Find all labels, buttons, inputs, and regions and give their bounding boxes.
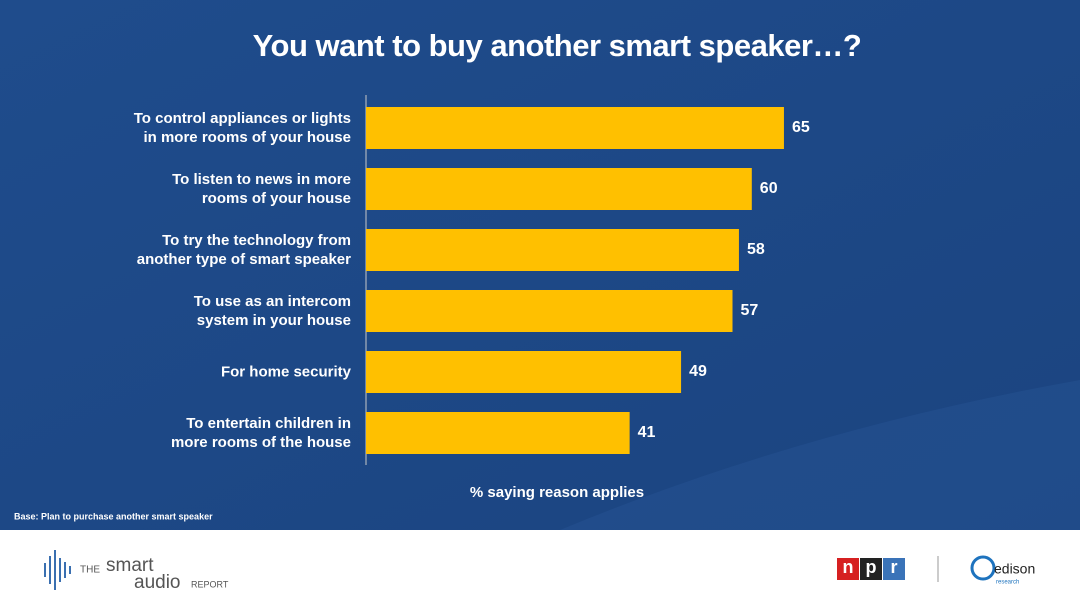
- brand-report: REPORT: [191, 579, 229, 589]
- chart-title: You want to buy another smart speaker…?: [253, 28, 862, 63]
- bar: [366, 107, 784, 149]
- category-label: To listen to news in more rooms of your …: [172, 171, 351, 207]
- npr-letter: p: [866, 557, 877, 577]
- smart-audio-logo: THE smart audio REPORT: [44, 550, 229, 593]
- brand-smart: smart: [106, 555, 154, 576]
- value-label: 49: [689, 363, 707, 380]
- footnote: Base: Plan to purchase another smart spe…: [14, 511, 213, 521]
- brand-audio: audio: [134, 572, 181, 593]
- value-label: 65: [792, 119, 810, 136]
- category-label: For home security: [220, 363, 351, 381]
- bar: [366, 229, 739, 271]
- category-label: To control appliances or lights in more …: [133, 110, 351, 146]
- edison-name: edison: [994, 561, 1035, 577]
- bar: [366, 412, 630, 454]
- category-label: To try the technology from another type …: [136, 232, 351, 268]
- bar: [366, 168, 752, 210]
- npr-letter: r: [890, 557, 897, 577]
- value-label: 57: [741, 302, 759, 319]
- npr-letter: n: [843, 557, 854, 577]
- category-label: To use as an intercom system in your hou…: [193, 293, 351, 329]
- edison-tag: research: [996, 580, 1019, 586]
- edison-logo: edison research: [970, 555, 1035, 586]
- brand-the: THE: [80, 565, 100, 576]
- decor-swoosh: [560, 380, 1080, 530]
- category-label: To entertain children in more rooms of t…: [170, 415, 351, 451]
- value-label: 60: [760, 180, 778, 197]
- bar: [366, 290, 733, 332]
- bar: [366, 351, 682, 393]
- value-label: 58: [747, 241, 765, 258]
- x-axis-label: % saying reason applies: [470, 484, 644, 501]
- npr-logo: n p r: [837, 557, 905, 580]
- value-label: 41: [638, 424, 656, 441]
